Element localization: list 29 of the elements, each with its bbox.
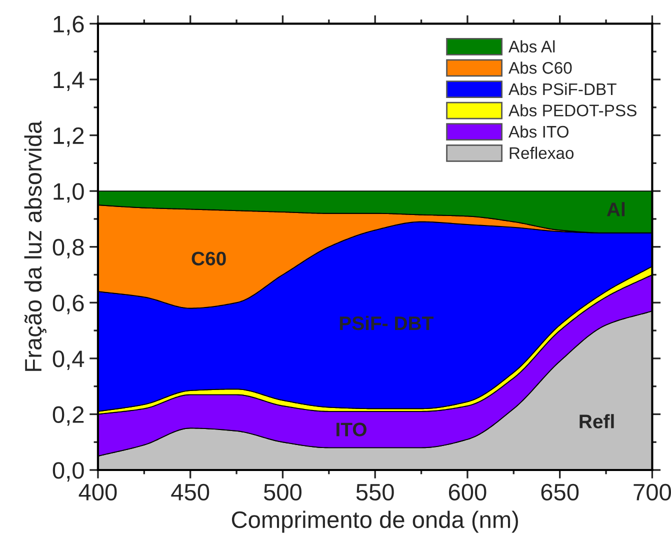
annotation: PSiF- DBT [340,316,434,330]
annotation: ITO [336,422,366,436]
y-tick-label: 0,2 [52,406,84,426]
annotation: C60 [192,252,226,266]
y-tick-label: 0,0 [52,462,84,482]
legend-label: Abs C60 [508,62,572,74]
y-tick-label: 0,8 [52,238,84,258]
y-tick-label: 1,6 [54,16,84,36]
legend-label: Abs Al [508,40,555,53]
y-tick-label: 1,2 [54,127,84,147]
x-tick-label: 400 [78,484,117,501]
x-tick-label: 550 [356,484,394,501]
y-tick-label: 1,0 [54,183,84,203]
x-tick-label: 500 [264,484,302,501]
y-tick-label: 0,6 [52,294,84,314]
x-axis-title: Comprimento de onda (nm) [232,510,518,533]
legend-label: Reflexao [510,146,574,159]
y-tick-label: 0,4 [52,350,84,370]
x-tick-label: 700 [634,484,671,501]
annotation: Refl [580,414,614,428]
x-tick-label: 600 [448,484,486,501]
x-tick-label: 450 [171,484,210,501]
y-tick-label: 1,4 [54,72,84,92]
annotation: Al [606,202,625,216]
y-axis-title: Fração da luz absorvida [24,120,46,371]
legend-label: Abs ITO [508,125,568,138]
legend-label: Abs PEDOT-PSS [508,104,636,116]
legend-label: Abs PSiF-DBT [508,82,616,96]
x-tick-label: 650 [541,484,579,501]
